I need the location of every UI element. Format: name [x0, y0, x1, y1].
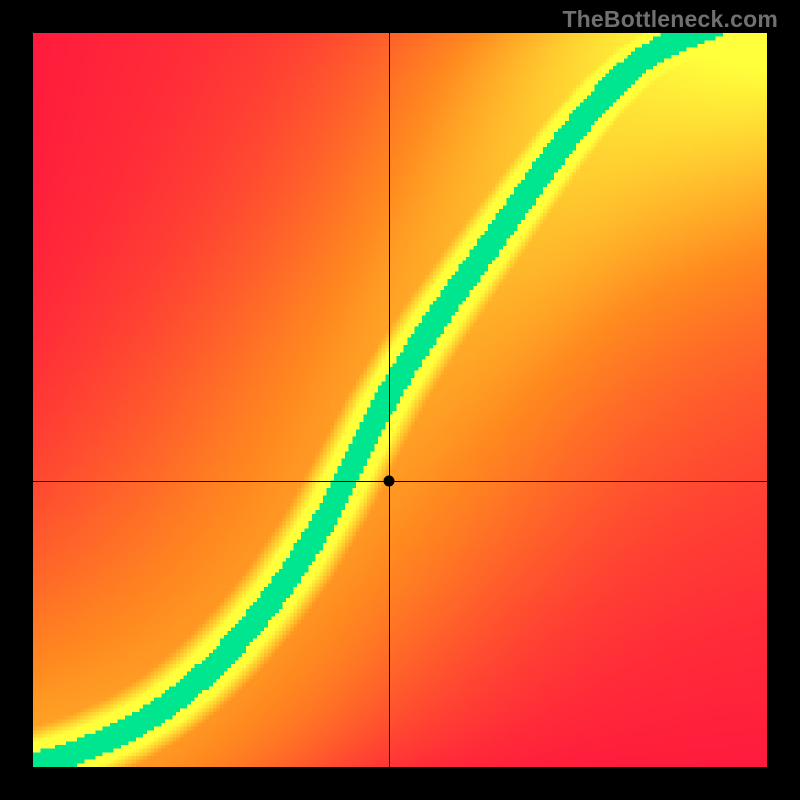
heatmap-canvas	[33, 33, 767, 767]
watermark-text: TheBottleneck.com	[562, 6, 778, 33]
crosshair-vertical	[389, 33, 390, 767]
plot-area	[33, 33, 767, 767]
crosshair-horizontal	[33, 481, 767, 482]
crosshair-marker	[383, 475, 394, 486]
